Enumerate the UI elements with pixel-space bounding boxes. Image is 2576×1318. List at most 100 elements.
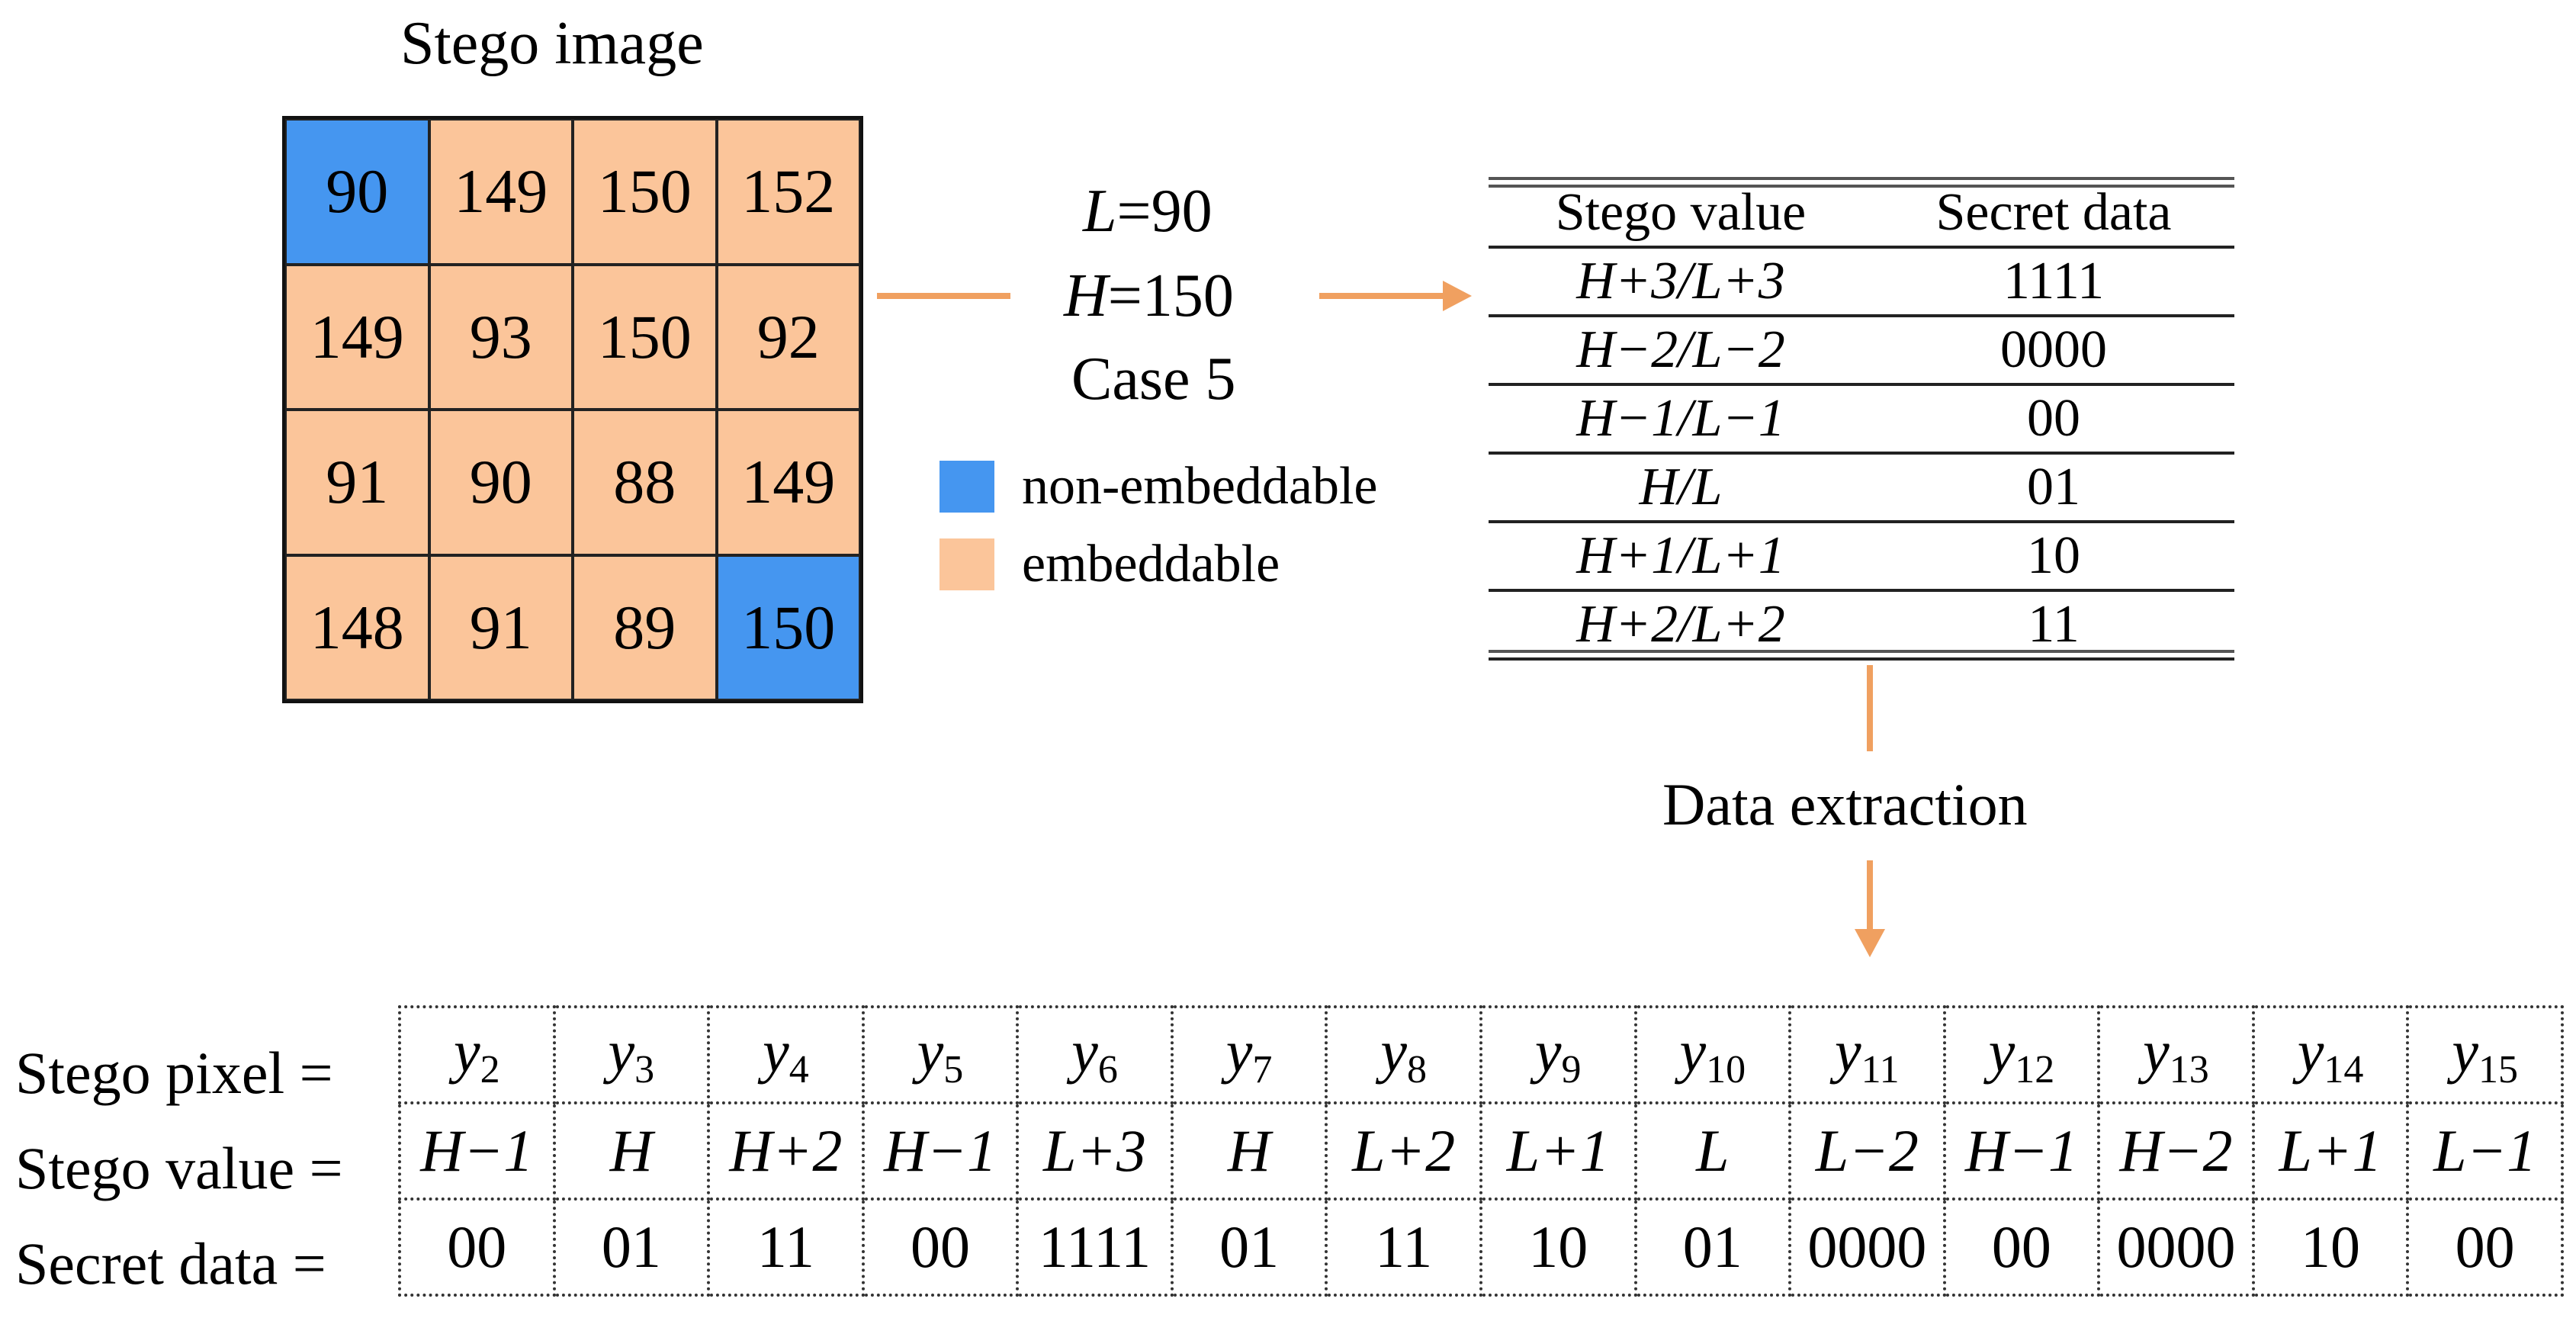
param-h: H=150 — [1064, 262, 1234, 331]
stego-value-cell: H — [552, 1101, 711, 1201]
lookup-table: Stego value Secret data H+3/L+3 1111 H−2/L… — [1489, 180, 2234, 661]
lookup-header-secret-data: Secret data — [1873, 180, 2234, 249]
grid-cell: 90 — [285, 119, 429, 265]
pixel-index: 12 — [2015, 1048, 2055, 1091]
lookup-row: H+3/L+3 1111 — [1489, 247, 2234, 317]
stego-value-cell: L−2 — [1788, 1101, 1946, 1201]
lookup-stego-value: H+2/L+2 — [1489, 590, 1873, 661]
grid-cell: 150 — [716, 555, 860, 700]
stego-pixel-cell: y2 — [398, 1005, 556, 1104]
lookup-stego-value: H−2/L−2 — [1489, 316, 1873, 386]
pixel-index: 8 — [1406, 1048, 1427, 1091]
grid-cell: 149 — [285, 264, 429, 410]
stego-pixel-cell: y7 — [1170, 1005, 1328, 1104]
lookup-secret-data: 10 — [1873, 522, 2234, 592]
stego-pixel-cell: y14 — [2251, 1005, 2410, 1104]
pixel-symbol: y — [763, 1018, 789, 1085]
grid-cell: 152 — [716, 119, 860, 265]
secret-data-cell: 01 — [1633, 1197, 1792, 1297]
row-label-stego-value: Stego value = — [15, 1134, 343, 1201]
bottom-row-labels: Stego pixel = Stego value = Secret data … — [15, 1025, 343, 1311]
grid-cell: 90 — [429, 410, 573, 555]
pixel-index: 3 — [634, 1048, 655, 1091]
pixel-index: 13 — [2169, 1048, 2209, 1091]
lookup-secret-data: 01 — [1873, 453, 2234, 523]
pixel-symbol: y — [1988, 1018, 2016, 1085]
lookup-table-top-rule — [1489, 177, 2234, 180]
secret-data-cell: 00 — [861, 1197, 1020, 1297]
legend-non-embeddable: non-embeddable — [940, 456, 1377, 517]
row-stego-value: H−1 H H+2 H−1 L+3 H L+2 L+1 L L−2 H−1 H−2 L+1 L−1 — [398, 1101, 2564, 1201]
row-label-stego-pixel: Stego pixel = — [15, 1039, 333, 1106]
grid-cell: 149 — [429, 119, 573, 265]
arrowhead-right — [1443, 281, 1472, 311]
pixel-symbol: y — [1834, 1018, 1861, 1085]
pixel-symbol: y — [2297, 1018, 2324, 1085]
legend-label-non-embeddable: non-embeddable — [1022, 457, 1378, 516]
grid-cell: 91 — [285, 410, 429, 555]
secret-data-cell: 01 — [552, 1197, 711, 1297]
pixel-index: 7 — [1252, 1048, 1273, 1091]
secret-data-cell: 01 — [1170, 1197, 1328, 1297]
pixel-symbol: y — [1534, 1018, 1562, 1085]
stego-value-cell: L — [1633, 1101, 1792, 1201]
pixel-index: 14 — [2324, 1048, 2364, 1091]
stego-pixel-cell: y15 — [2406, 1005, 2564, 1104]
secret-data-cell: 10 — [2251, 1197, 2410, 1297]
grid-cell: 92 — [716, 264, 860, 410]
lookup-stego-value: H+3/L+3 — [1489, 247, 1873, 317]
param-h-value: =150 — [1107, 262, 1234, 330]
lookup-row: H+1/L+1 10 — [1489, 522, 2234, 592]
param-l-value: =90 — [1116, 178, 1213, 245]
pixel-index: 9 — [1561, 1048, 1582, 1091]
stego-pixel-cell: y9 — [1479, 1005, 1637, 1104]
pixel-symbol: y — [453, 1018, 480, 1085]
pixel-symbol: y — [1380, 1018, 1407, 1085]
lookup-header-stego-value: Stego value — [1489, 180, 1873, 249]
pixel-symbol: y — [917, 1018, 944, 1085]
secret-data-cell: 0000 — [1788, 1197, 1946, 1297]
stego-value-cell: H−1 — [1942, 1101, 2101, 1201]
stego-value-cell: L−1 — [2406, 1101, 2564, 1201]
secret-data-cell: 00 — [1942, 1197, 2101, 1297]
pixel-index: 6 — [1097, 1048, 1118, 1091]
param-l: L=90 — [1083, 177, 1213, 246]
stego-image-grid: 90 149 150 152 149 93 150 92 91 90 88 149 148 91 89 150 — [282, 116, 863, 703]
stego-value-cell: L+3 — [1016, 1101, 1174, 1201]
grid-cell: 91 — [429, 555, 573, 700]
pixel-index: 10 — [1706, 1048, 1746, 1091]
param-h-symbol: H — [1064, 262, 1108, 330]
lookup-row: H/L 01 — [1489, 453, 2234, 523]
pixel-index: 15 — [2478, 1048, 2518, 1091]
grid-cell: 93 — [429, 264, 573, 410]
lookup-row: H−2/L−2 0000 — [1489, 316, 2234, 386]
stego-pixel-cell: y6 — [1016, 1005, 1174, 1104]
stego-value-cell: H — [1170, 1101, 1328, 1201]
stego-pixel-cell: y3 — [552, 1005, 711, 1104]
stego-value-cell: L+2 — [1325, 1101, 1482, 1201]
pixel-index: 5 — [943, 1048, 964, 1091]
secret-data-cell: 1111 — [1016, 1197, 1174, 1297]
row-label-secret-data: Secret data = — [15, 1230, 326, 1297]
lookup-secret-data: 00 — [1873, 384, 2234, 455]
stego-value-cell: L+1 — [1479, 1101, 1637, 1201]
stego-pixel-cell: y11 — [1788, 1005, 1946, 1104]
legend-swatch-embeddable — [940, 538, 994, 590]
pixel-symbol: y — [2452, 1018, 2478, 1085]
stego-value-cell: H−1 — [861, 1101, 1020, 1201]
arrowhead-down — [1855, 929, 1885, 957]
pixel-index: 11 — [1861, 1048, 1900, 1091]
grid-cell: 149 — [716, 410, 860, 555]
stego-pixel-cell: y4 — [707, 1005, 865, 1104]
secret-data-cell: 11 — [1325, 1197, 1482, 1297]
secret-data-cell: 00 — [398, 1197, 556, 1297]
row-secret-data: 00 01 11 00 1111 01 11 10 01 0000 00 0000 10 00 — [398, 1197, 2564, 1297]
grid-cell: 150 — [573, 119, 717, 265]
data-extraction-label: Data extraction — [1662, 771, 2028, 837]
extraction-table: y2 y3 y4 y5 y6 y7 y8 y9 y10 y11 y12 y13 y14 y15 H−1 H H… — [398, 1005, 2564, 1297]
secret-data-cell: 0000 — [2097, 1197, 2255, 1297]
stego-value-cell: H−2 — [2097, 1101, 2255, 1201]
pixel-symbol: y — [608, 1018, 635, 1085]
lookup-row: H+2/L+2 11 — [1489, 590, 2234, 661]
